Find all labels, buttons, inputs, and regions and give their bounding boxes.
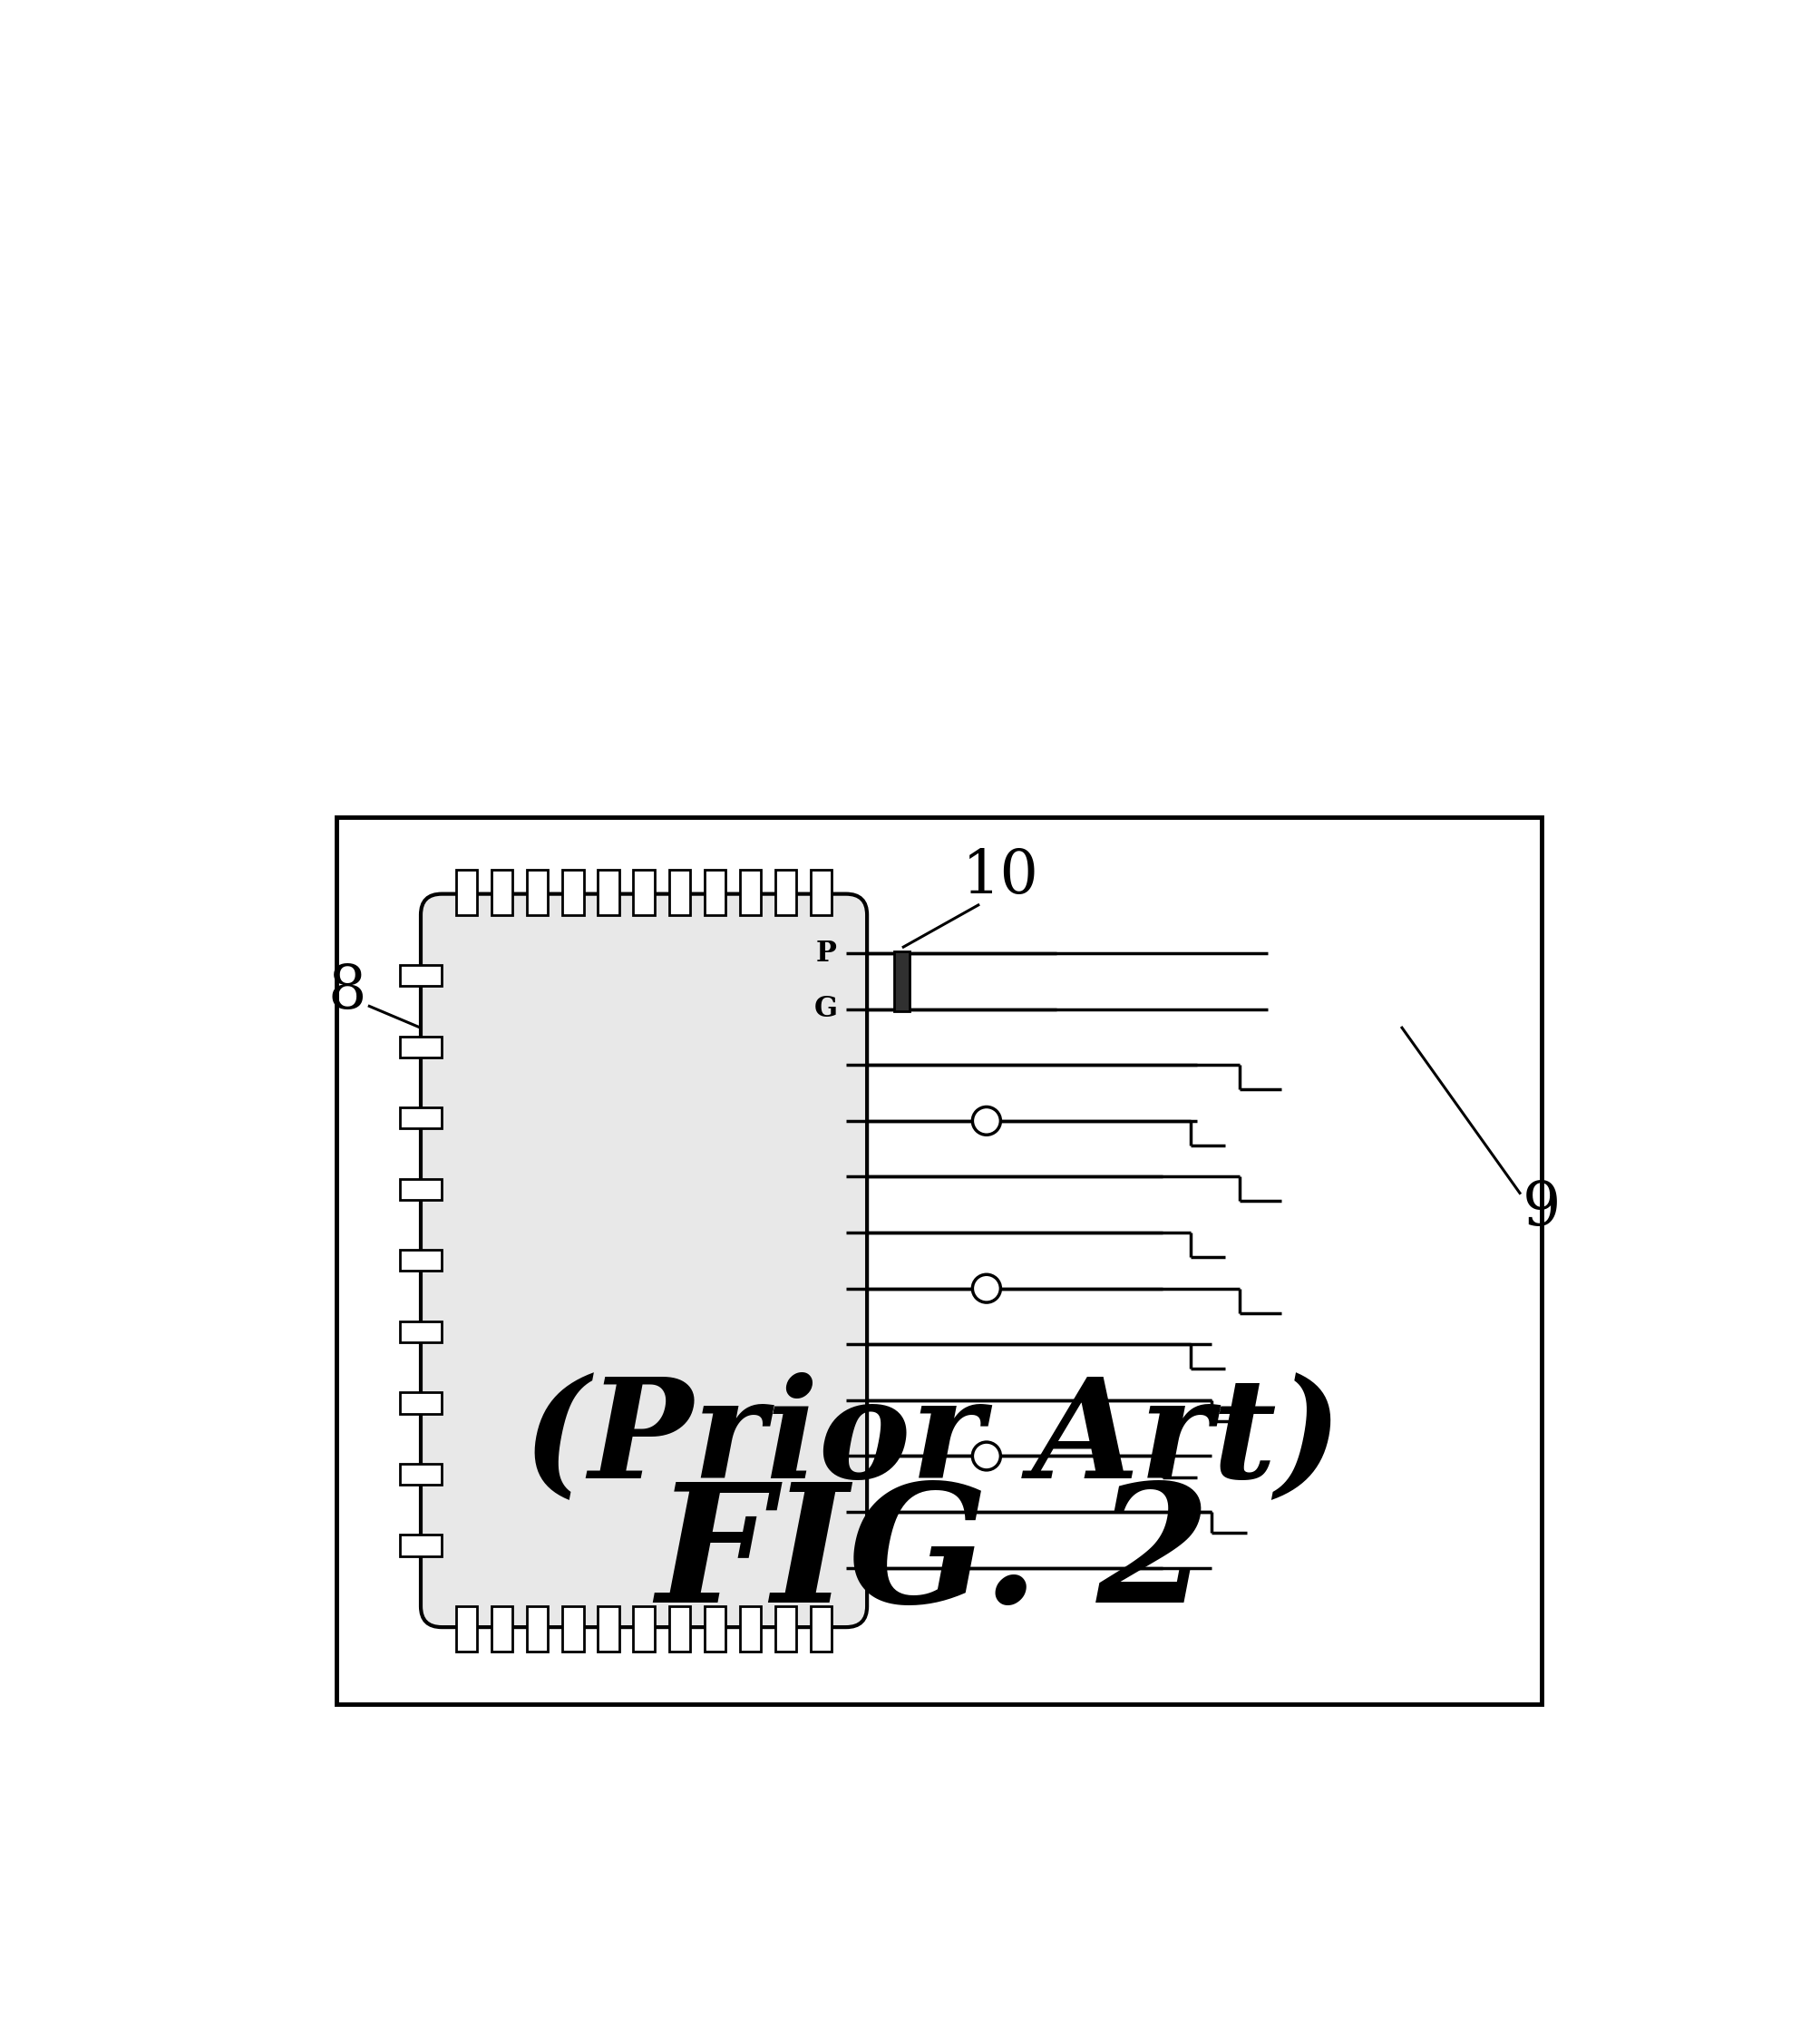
Bar: [400, 1108, 442, 1128]
Text: 9: 9: [1523, 1179, 1562, 1238]
Bar: [528, 1607, 548, 1652]
Bar: [810, 1607, 832, 1652]
Bar: [704, 870, 726, 915]
Bar: [491, 1607, 513, 1652]
Bar: [491, 870, 513, 915]
Bar: [668, 870, 690, 915]
Bar: [400, 1322, 442, 1342]
Bar: [739, 870, 761, 915]
Bar: [337, 817, 1542, 1705]
Bar: [599, 1607, 619, 1652]
Text: (Prior Art): (Prior Art): [524, 1371, 1341, 1505]
Bar: [668, 1607, 690, 1652]
Bar: [894, 951, 910, 1010]
Bar: [457, 1607, 477, 1652]
Bar: [400, 1465, 442, 1485]
Bar: [633, 870, 655, 915]
Bar: [739, 1607, 761, 1652]
Text: G: G: [815, 994, 837, 1023]
Bar: [562, 870, 584, 915]
Text: 10: 10: [963, 847, 1039, 906]
Bar: [562, 1607, 584, 1652]
Bar: [400, 1179, 442, 1200]
FancyBboxPatch shape: [420, 894, 866, 1628]
Circle shape: [972, 1106, 1001, 1135]
Bar: [400, 1393, 442, 1414]
Bar: [400, 966, 442, 986]
Text: P: P: [815, 939, 837, 968]
Bar: [457, 870, 477, 915]
Circle shape: [972, 1275, 1001, 1302]
Bar: [528, 870, 548, 915]
Bar: [775, 870, 795, 915]
Bar: [810, 870, 832, 915]
Bar: [599, 870, 619, 915]
Bar: [400, 1536, 442, 1556]
Text: 8: 8: [328, 961, 366, 1021]
Bar: [400, 1251, 442, 1271]
Bar: [704, 1607, 726, 1652]
Text: FIG. 2: FIG. 2: [655, 1477, 1210, 1638]
Bar: [400, 1037, 442, 1057]
Circle shape: [972, 1442, 1001, 1471]
Bar: [633, 1607, 655, 1652]
Bar: [775, 1607, 795, 1652]
